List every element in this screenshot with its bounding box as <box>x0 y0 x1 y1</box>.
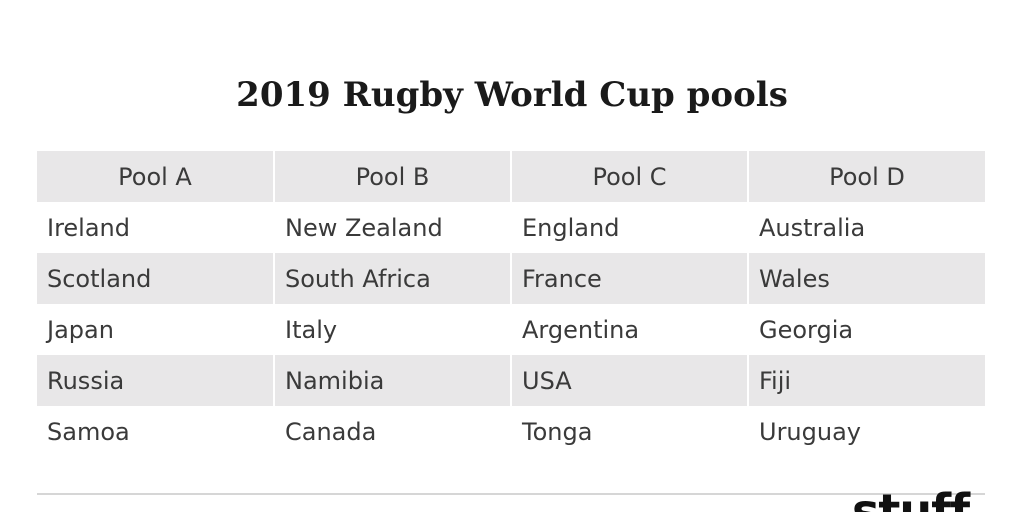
column-header-pool-c: Pool C <box>510 151 748 202</box>
page-title: 2019 Rugby World Cup pools <box>236 75 788 115</box>
pools-table: Pool A Pool B Pool C Pool D Ireland New … <box>37 151 985 457</box>
table-cell: Argentina <box>510 304 748 355</box>
table-cell: Ireland <box>47 213 131 242</box>
table-cell: Tonga <box>510 406 748 457</box>
table-row: Ireland New Zealand England Australia <box>37 202 985 253</box>
table-cell: Namibia <box>273 355 511 406</box>
table-row: Japan Italy Argentina Georgia <box>37 304 985 355</box>
table-cell: England <box>510 202 748 253</box>
table-cell: Scotland <box>37 253 274 304</box>
column-header-pool-d: Pool D <box>747 151 985 202</box>
footer-divider <box>37 493 985 495</box>
table-cell: Uruguay <box>747 406 985 457</box>
table-row: Samoa Canada Tonga Uruguay <box>37 406 985 457</box>
table-cell: Fiji <box>747 355 985 406</box>
table-cell: Russia <box>37 355 274 406</box>
table-cell: Wales <box>747 253 985 304</box>
table-cell: Samoa <box>47 417 130 446</box>
table-cell: Italy <box>273 304 511 355</box>
stuff-logo: stuff <box>852 484 970 512</box>
table-row: Scotland South Africa France Wales <box>37 253 985 304</box>
table-cell: Georgia <box>747 304 985 355</box>
column-header-pool-a: Pool A <box>37 151 274 202</box>
table-cell: Australia <box>747 202 985 253</box>
table-cell: France <box>510 253 748 304</box>
table-header-row: Pool A Pool B Pool C Pool D <box>37 151 985 202</box>
table-cell: New Zealand <box>273 202 511 253</box>
table-cell: USA <box>510 355 748 406</box>
table-cell: Canada <box>273 406 511 457</box>
table-cell: Japan <box>47 315 114 344</box>
table-cell: South Africa <box>273 253 511 304</box>
table-row: Russia Namibia USA Fiji <box>37 355 985 406</box>
column-header-pool-b: Pool B <box>273 151 511 202</box>
